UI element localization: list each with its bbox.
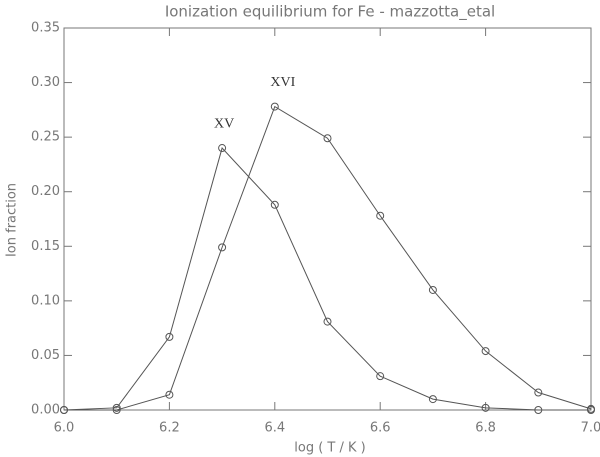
y-tick-label: 0.20 [31,184,60,199]
data-point [534,388,543,397]
data-point [165,390,174,399]
x-tick-label: 7.0 [581,421,600,436]
data-point [270,102,279,111]
data-point [112,403,121,412]
data-point [534,406,543,414]
x-tick-label: 6.8 [475,421,496,436]
data-point [376,211,385,220]
y-tick-label: 0.25 [31,130,60,145]
data-point [270,200,279,209]
series-line [63,147,591,411]
y-tick-label: 0.15 [31,239,60,254]
data-point [428,285,437,294]
data-point [323,134,332,143]
y-axis-label: Ion fraction [5,183,20,257]
x-tick-label: 6.4 [264,421,285,436]
data-point [376,372,385,381]
x-tick-label: 6.2 [159,421,180,436]
data-point [481,403,490,412]
y-tick-label: 0.35 [31,21,60,36]
data-point [218,243,227,252]
data-point [165,332,174,341]
x-axis-label: log ( T / K ) [294,441,365,456]
x-tick-label: 6.0 [54,421,75,436]
y-tick-label: 0.10 [31,293,60,308]
data-point [323,317,332,326]
x-tick-label: 6.6 [370,421,391,436]
data-point [587,404,595,413]
data-point [481,347,490,356]
data-point [112,406,121,414]
plot-frame [63,27,592,411]
series-annotation: XV [214,116,234,131]
series-annotation: XVI [270,75,295,90]
data-point [60,406,68,414]
y-tick-label: 0.05 [31,348,60,363]
series-line [64,105,592,411]
y-tick-label: 0.00 [31,403,60,418]
y-tick-label: 0.30 [31,75,60,90]
data-point [428,395,437,404]
data-point [218,144,227,153]
chart-title: Ionization equilibrium for Fe - mazzotta… [165,3,495,22]
